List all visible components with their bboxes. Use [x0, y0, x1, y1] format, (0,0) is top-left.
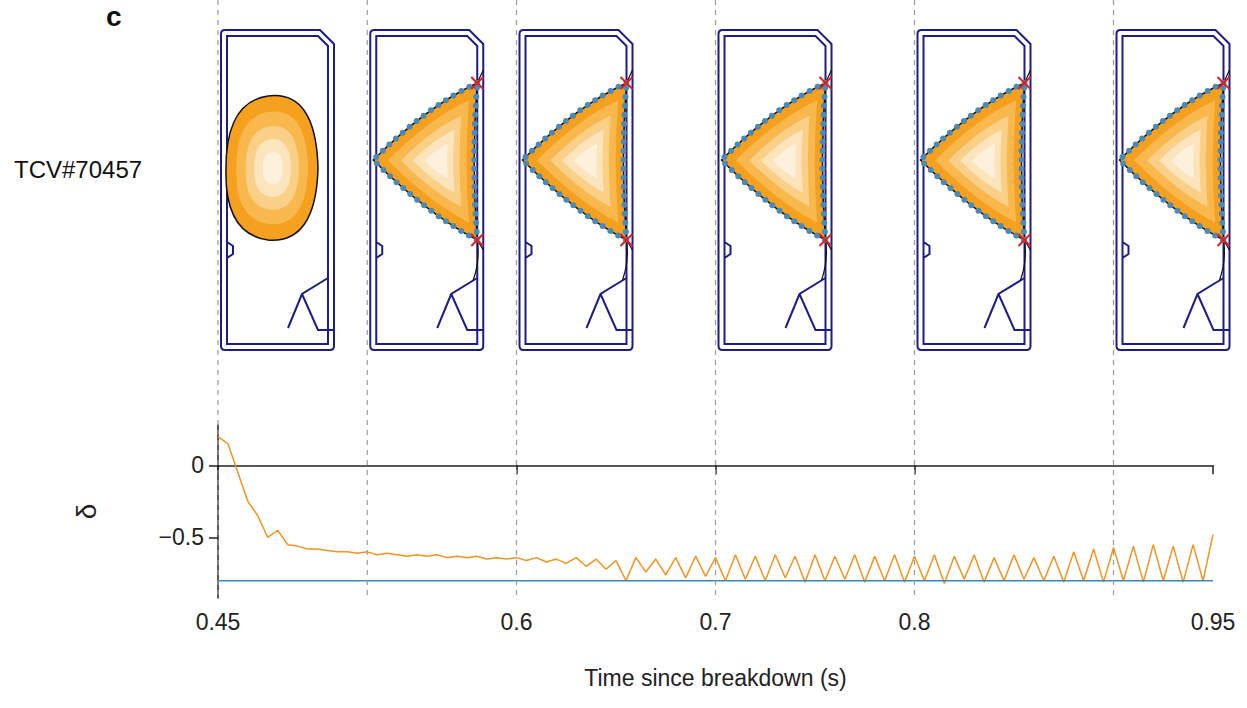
svg-text:c: c — [106, 1, 122, 32]
svg-text:0: 0 — [191, 452, 204, 478]
svg-text:−0.5: −0.5 — [159, 524, 204, 550]
svg-text:0.45: 0.45 — [196, 609, 241, 635]
svg-text:0.6: 0.6 — [501, 609, 533, 635]
svg-text:0.8: 0.8 — [899, 609, 931, 635]
svg-text:δ: δ — [71, 504, 102, 520]
svg-text:Time since breakdown (s): Time since breakdown (s) — [584, 665, 846, 691]
svg-text:0.95: 0.95 — [1191, 609, 1236, 635]
svg-text:0.7: 0.7 — [700, 609, 732, 635]
svg-text:TCV#70457: TCV#70457 — [14, 156, 142, 183]
